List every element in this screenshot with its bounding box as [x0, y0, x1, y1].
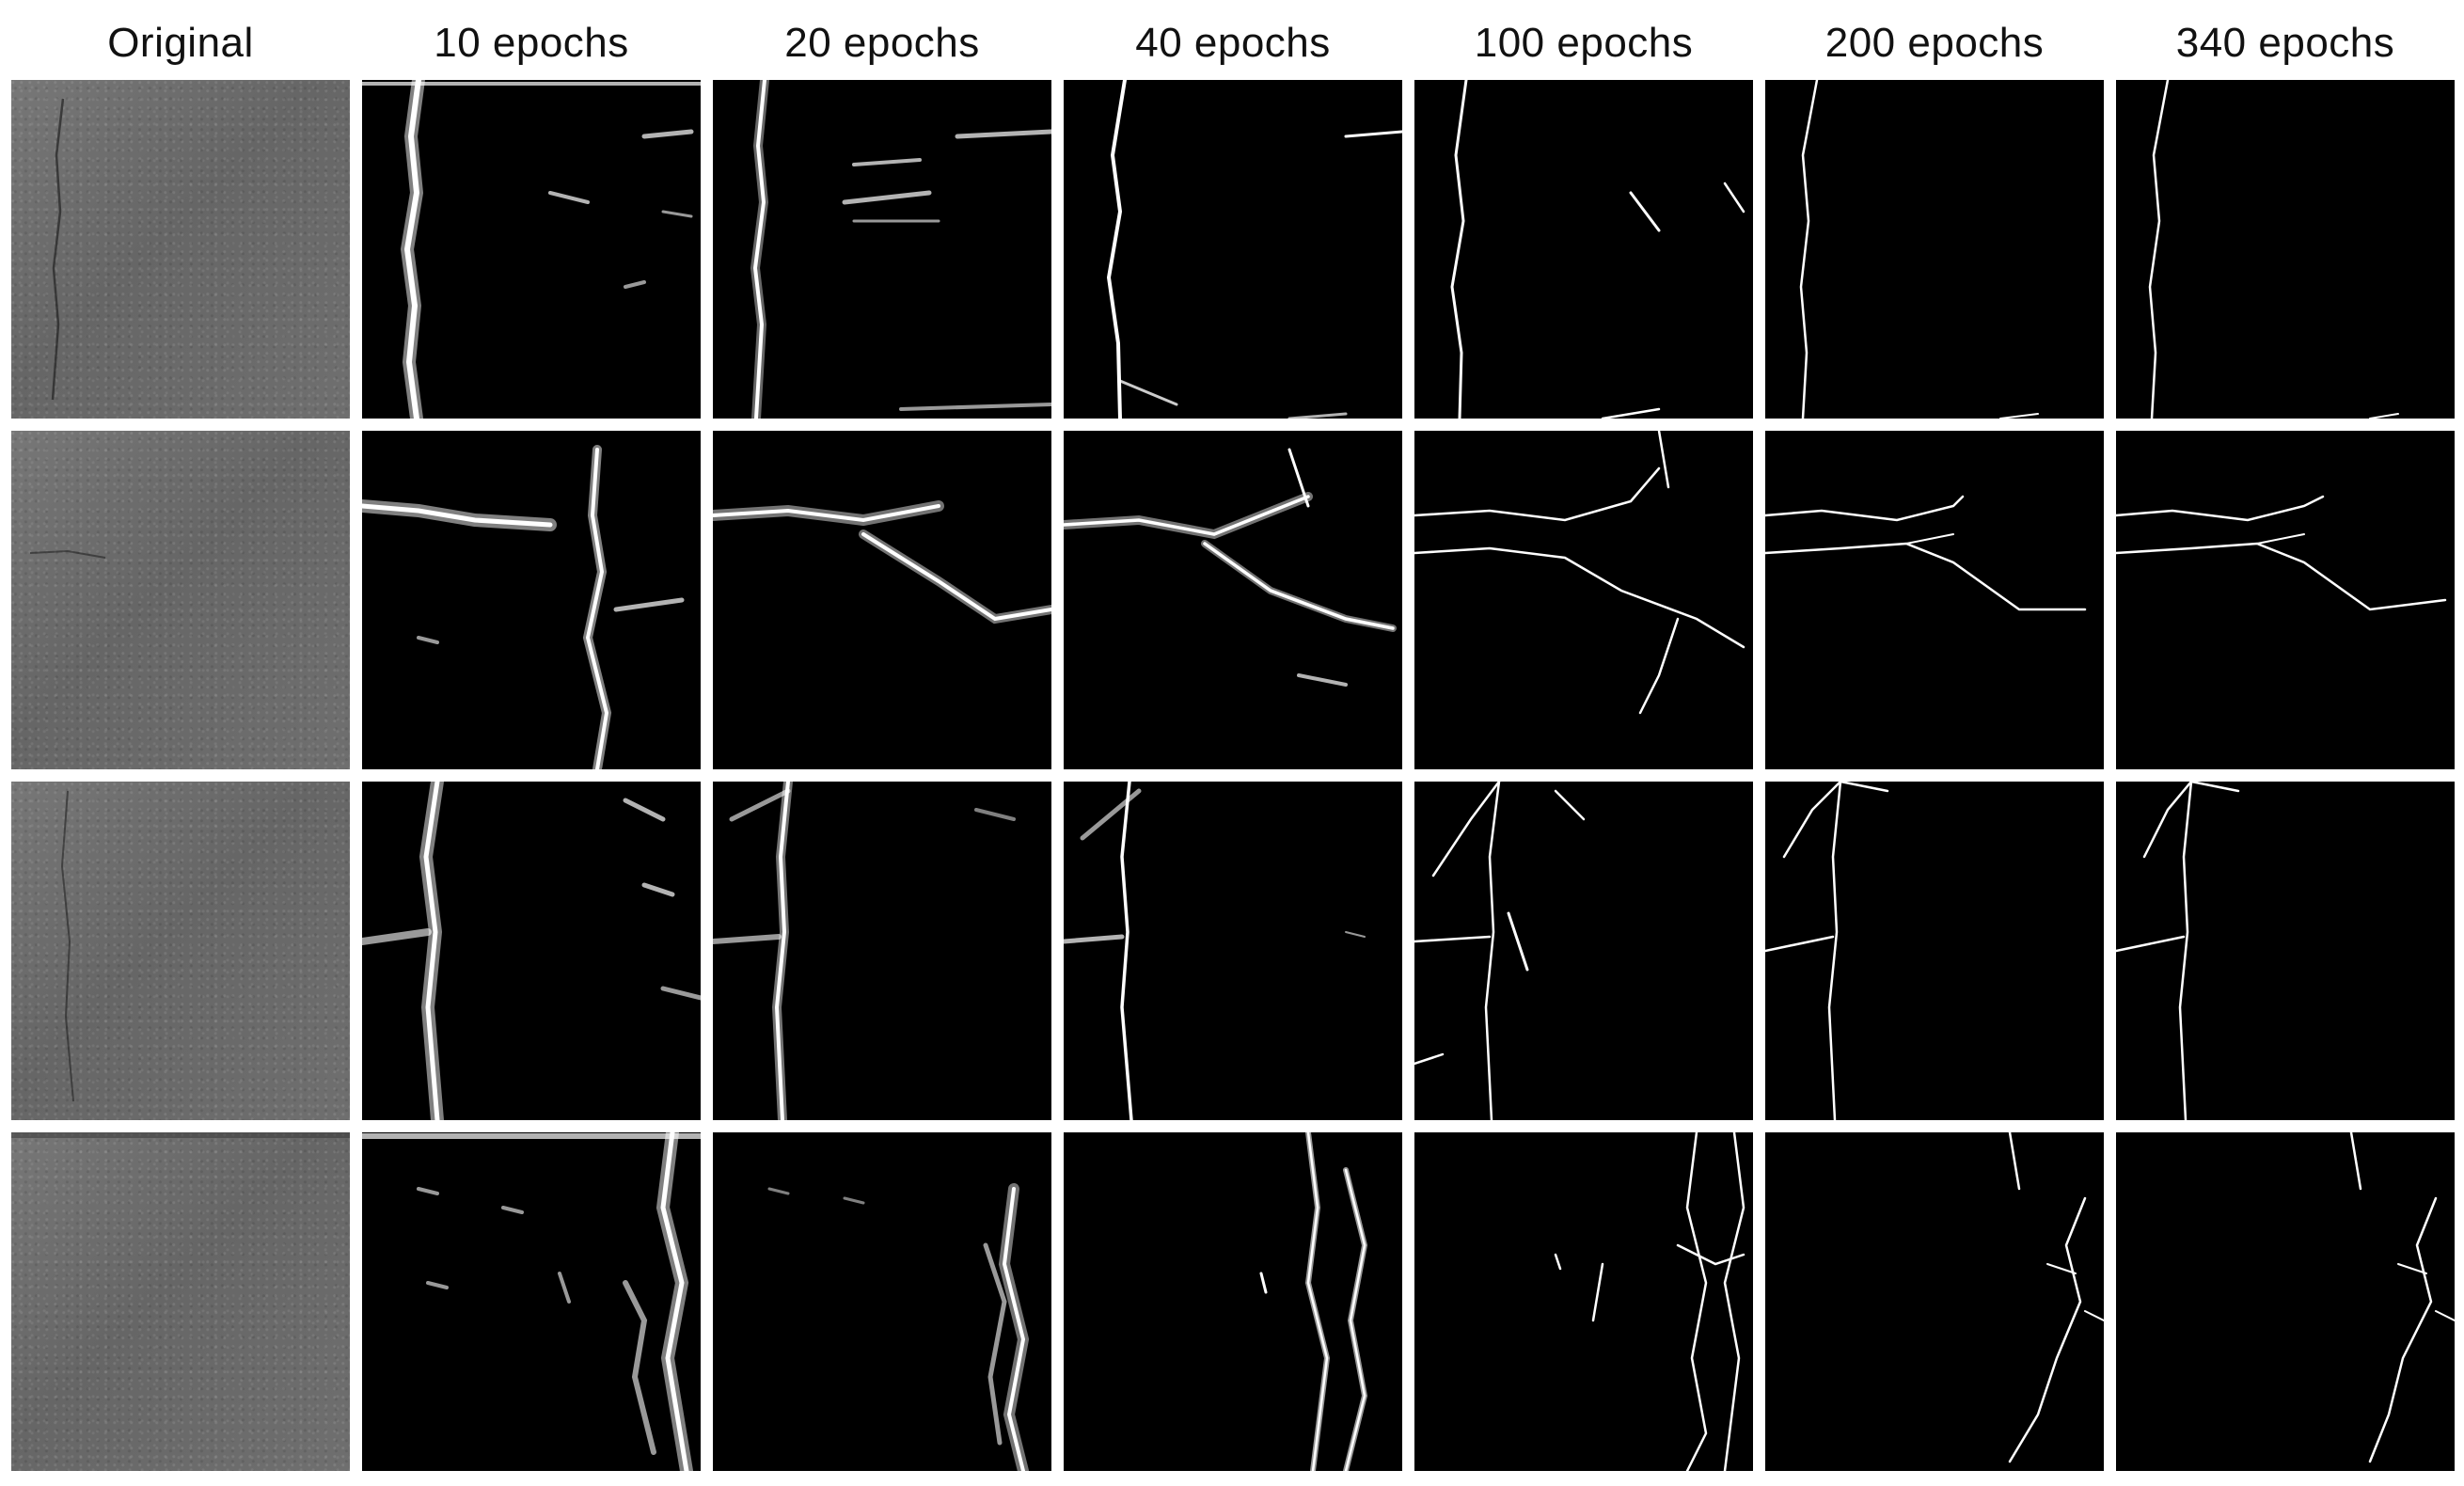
mask-row-4-200-epochs: [1765, 1132, 2104, 1471]
mask-row-1-100-epochs: [1414, 80, 1753, 419]
column-label-original: Original: [107, 20, 254, 66]
column-label-40-epochs: 40 epochs: [1135, 20, 1331, 66]
mask-row-2-340-epochs: [2116, 431, 2455, 769]
column-label-100-epochs: 100 epochs: [1474, 20, 1694, 66]
mask-row-1-340-epochs: [2116, 80, 2455, 419]
mask-row-2-200-epochs: [1765, 431, 2104, 769]
mask-row-3-340-epochs: [2116, 782, 2455, 1120]
mask-row-1-200-epochs: [1765, 80, 2104, 419]
column-label-10-epochs: 10 epochs: [434, 20, 629, 66]
mask-row-1-20-epochs: [713, 80, 1051, 419]
mask-row-4-40-epochs: [1064, 1132, 1402, 1471]
column-label-20-epochs: 20 epochs: [784, 20, 980, 66]
mask-row-4-20-epochs: [713, 1132, 1051, 1471]
mask-row-3-100-epochs: [1414, 782, 1753, 1120]
original-image-row-3: [11, 782, 350, 1120]
mask-row-4-340-epochs: [2116, 1132, 2455, 1471]
mask-row-3-40-epochs: [1064, 782, 1402, 1120]
mask-row-2-40-epochs: [1064, 431, 1402, 769]
original-image-row-4: [11, 1132, 350, 1471]
column-label-340-epochs: 340 epochs: [2175, 20, 2395, 66]
original-image-row-1: [11, 80, 350, 419]
mask-row-3-10-epochs: [362, 782, 701, 1120]
mask-row-1-10-epochs: [362, 80, 701, 419]
mask-row-3-20-epochs: [713, 782, 1051, 1120]
mask-row-2-10-epochs: [362, 431, 701, 769]
original-image-row-2: [11, 431, 350, 769]
mask-row-4-10-epochs: [362, 1132, 701, 1471]
mask-row-2-100-epochs: [1414, 431, 1753, 769]
mask-row-2-20-epochs: [713, 431, 1051, 769]
mask-row-3-200-epochs: [1765, 782, 2104, 1120]
column-label-200-epochs: 200 epochs: [1824, 20, 2045, 66]
mask-row-4-100-epochs: [1414, 1132, 1753, 1471]
mask-row-1-40-epochs: [1064, 80, 1402, 419]
